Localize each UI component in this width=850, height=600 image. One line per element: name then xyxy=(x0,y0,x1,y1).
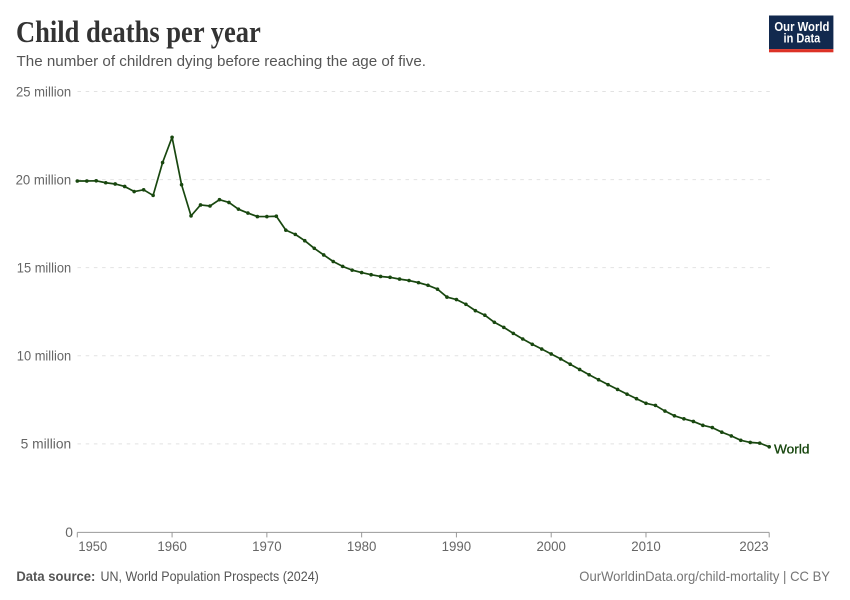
svg-text:10 million: 10 million xyxy=(17,349,71,364)
svg-text:5 million: 5 million xyxy=(21,437,72,452)
svg-text:World: World xyxy=(774,441,810,456)
svg-text:1970: 1970 xyxy=(252,539,282,554)
svg-text:20 million: 20 million xyxy=(16,172,72,187)
svg-text:15 million: 15 million xyxy=(17,261,71,276)
svg-text:2010: 2010 xyxy=(631,539,661,554)
svg-text:in Data: in Data xyxy=(784,32,822,46)
svg-text:1960: 1960 xyxy=(157,539,187,554)
svg-text:1980: 1980 xyxy=(347,539,377,554)
svg-text:1990: 1990 xyxy=(442,539,472,554)
svg-text:Child deaths per year: Child deaths per year xyxy=(16,15,261,49)
svg-text:2023: 2023 xyxy=(739,539,769,554)
svg-text:25 million: 25 million xyxy=(16,84,71,99)
svg-text:The number of children dying b: The number of children dying before reac… xyxy=(17,53,427,70)
svg-text:Data source:: Data source: xyxy=(16,569,95,584)
svg-text:OurWorldinData.org/child-morta: OurWorldinData.org/child-mortality | CC … xyxy=(579,569,830,584)
svg-text:UN, World Population Prospects: UN, World Population Prospects (2024) xyxy=(101,569,319,584)
svg-text:Our World: Our World xyxy=(774,20,829,34)
svg-text:2000: 2000 xyxy=(536,539,566,554)
svg-text:0: 0 xyxy=(65,525,73,540)
svg-text:1950: 1950 xyxy=(78,539,107,554)
